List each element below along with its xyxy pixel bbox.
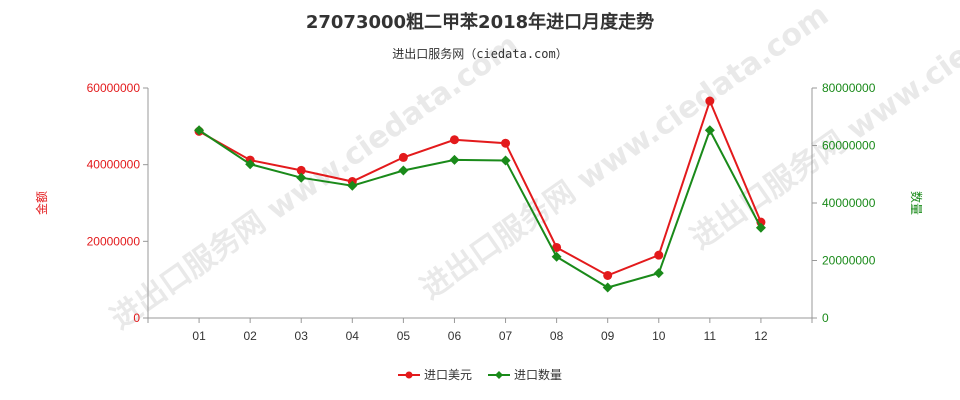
data-point-quantity (296, 172, 307, 183)
data-point-usd (654, 250, 664, 260)
data-point-quantity (500, 155, 511, 166)
series-layer (194, 96, 766, 293)
x-tick-label: 04 (346, 329, 360, 343)
data-point-quantity (245, 159, 256, 170)
x-tick-label: 05 (397, 329, 411, 343)
data-point-usd (296, 165, 306, 175)
x-tick-label: 07 (499, 329, 513, 343)
y-right-tick-label: 40000000 (822, 196, 876, 210)
chart-subtitle: 进出口服务网（ciedata.com） (392, 46, 567, 61)
series-line-import-quantity (198, 127, 762, 289)
data-point-quantity (704, 125, 715, 136)
y-left-tick-label: 0 (133, 311, 140, 325)
legend-marker (405, 371, 413, 379)
y-right-tick-label: 80000000 (822, 81, 876, 95)
data-point-quantity (653, 268, 664, 279)
axes: 0 20000000 40000000 60000000 0 20000000 400000… (34, 81, 924, 343)
data-point-usd (705, 96, 715, 106)
legend-label: 进口美元 (424, 368, 472, 382)
x-tick-label: 09 (601, 329, 615, 343)
data-point-usd (398, 152, 408, 162)
x-tick-label: 02 (243, 329, 257, 343)
x-tick-label: 10 (652, 329, 666, 343)
chart-title: 27073000粗二甲苯2018年进口月度走势 (306, 11, 654, 33)
data-point-usd (501, 138, 511, 148)
data-point-quantity (755, 222, 766, 233)
watermark-text: 进出口服务网 www.ciedata.com (105, 27, 526, 336)
x-tick-label: 11 (704, 329, 717, 343)
data-point-quantity (449, 154, 460, 165)
legend-marker (495, 371, 503, 379)
series-line-import-usd (198, 98, 762, 277)
data-point-quantity (194, 125, 205, 136)
data-point-quantity (602, 282, 613, 293)
legend: 进口美元 进口数量 (398, 367, 562, 382)
y-right-tick-label: 20000000 (822, 254, 876, 268)
y-right-axis-title: 数量 (909, 191, 924, 215)
y-left-tick-label: 20000000 (87, 234, 141, 248)
x-tick-label: 03 (295, 329, 309, 343)
data-point-quantity (347, 180, 358, 191)
x-tick-label: 12 (754, 329, 768, 343)
y-right-tick-label: 0 (822, 311, 829, 325)
x-tick-label: 08 (550, 329, 564, 343)
x-tick-label: 06 (448, 329, 462, 343)
x-tick-label: 01 (192, 329, 206, 343)
y-left-tick-label: 40000000 (87, 158, 141, 172)
legend-label: 进口数量 (514, 367, 562, 382)
y-right-tick-label: 60000000 (822, 139, 876, 153)
watermark-text: 进出口服务网 www.ciedata.com (685, 0, 960, 257)
data-point-quantity (398, 165, 409, 176)
data-point-usd (552, 242, 562, 252)
data-point-usd (603, 270, 613, 280)
data-point-quantity (551, 251, 562, 262)
y-left-tick-label: 60000000 (87, 81, 141, 95)
data-point-usd (449, 135, 459, 145)
y-left-axis-title: 金额 (34, 191, 49, 215)
